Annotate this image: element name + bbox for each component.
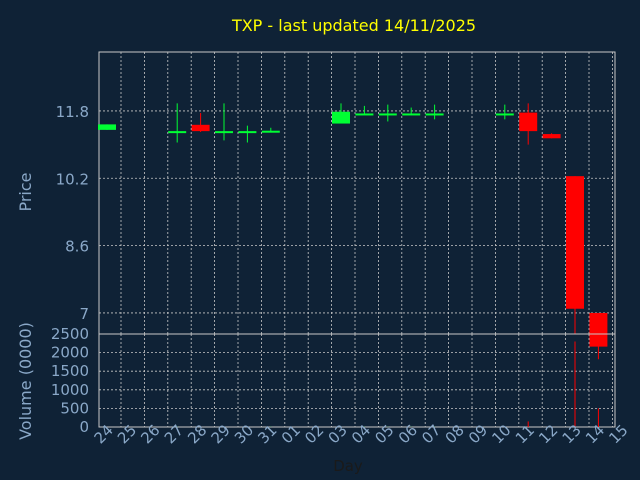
x-tick-label: 25	[114, 421, 140, 447]
x-tick-label: 13	[559, 421, 585, 447]
volume-tick-label: 1000	[51, 381, 89, 399]
x-tick-label: 08	[442, 421, 468, 447]
volume-axis-label: Volume (0000)	[16, 322, 35, 440]
price-panel	[98, 51, 616, 360]
x-tick-label: 01	[278, 421, 304, 447]
candle-body	[378, 113, 397, 116]
candle-body	[566, 176, 584, 309]
price-panel-frame	[98, 51, 616, 335]
x-tick-label: 24	[91, 421, 117, 447]
volume-tick-label: 2000	[51, 344, 89, 362]
candle-body	[98, 124, 116, 130]
x-tick-label: 31	[254, 421, 280, 447]
candle-body	[261, 130, 280, 133]
candle-body	[191, 124, 210, 132]
candle-body	[425, 113, 444, 116]
x-tick-label: 29	[208, 421, 234, 447]
price-tick-label: 10.2	[56, 170, 89, 188]
volume-tick-label: 2500	[51, 325, 89, 343]
price-tick-label: 8.6	[65, 238, 89, 256]
x-tick-label: 14	[582, 421, 608, 447]
volume-panel-frame	[98, 333, 616, 428]
candle-body	[215, 131, 233, 134]
x-tick-label: 30	[231, 421, 257, 447]
candle-body	[402, 113, 421, 116]
candle-body	[332, 111, 350, 124]
x-tick-label: 27	[161, 421, 187, 447]
candle-body	[589, 312, 608, 347]
x-tick-label: 06	[395, 421, 421, 447]
candle-body	[238, 131, 257, 134]
x-tick-label: 26	[137, 421, 163, 447]
x-tick-label: 09	[465, 421, 491, 447]
x-axis-label: Day	[333, 457, 363, 475]
price-tick-label: 11.8	[56, 103, 89, 121]
price-axis-label: Price	[16, 172, 35, 211]
x-tick-label: 10	[488, 421, 514, 447]
x-tick-label: 04	[348, 421, 374, 447]
candle-body	[168, 131, 187, 134]
price-tick-label: 7	[79, 305, 89, 323]
x-tick-label: 02	[301, 421, 327, 447]
candle-body	[519, 112, 538, 132]
candle-body	[542, 134, 561, 139]
volume-tick-label: 0	[79, 418, 89, 436]
x-tick-label: 03	[325, 421, 351, 447]
x-tick-label: 11	[512, 421, 538, 447]
candle-body	[495, 113, 514, 116]
x-tick-label: 28	[184, 421, 210, 447]
x-tick-label: 12	[535, 421, 561, 447]
x-tick-label: 15	[605, 421, 631, 447]
volume-tick-label: 500	[60, 399, 89, 417]
x-tick-label: 05	[371, 421, 397, 447]
candle-body	[355, 113, 374, 116]
x-tick-label: 07	[418, 421, 444, 447]
volume-panel	[98, 333, 616, 428]
volume-tick-label: 1500	[51, 362, 89, 380]
chart-title: TXP - last updated 14/11/2025	[231, 16, 476, 35]
